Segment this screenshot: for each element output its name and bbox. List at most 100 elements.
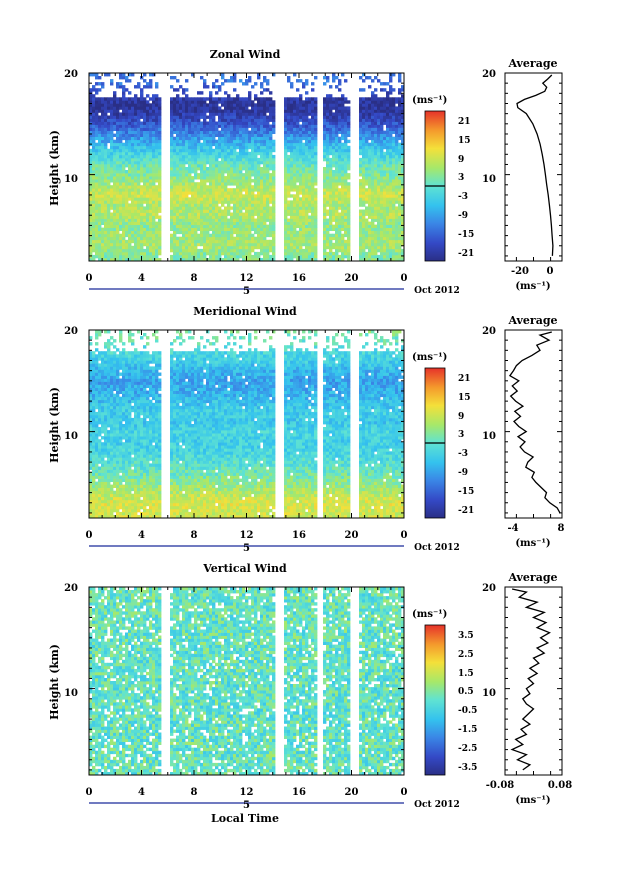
heatmap-cell — [368, 127, 372, 131]
heatmap-cell — [194, 115, 198, 119]
heatmap-cell — [362, 170, 366, 174]
heatmap-cell — [341, 164, 345, 168]
heatmap-cell — [104, 112, 108, 116]
heatmap-cell — [233, 148, 237, 153]
heatmap-cell — [386, 142, 390, 147]
heatmap-cell — [227, 94, 231, 98]
heatmap-cell — [215, 194, 219, 198]
heatmap-cell — [329, 145, 333, 150]
heatmap-cell — [383, 97, 387, 101]
heatmap-cell — [173, 239, 177, 244]
heatmap-cell — [296, 191, 300, 195]
heatmap-cell — [308, 124, 312, 128]
heatmap-cell — [122, 88, 126, 92]
heatmap-cell — [236, 176, 240, 180]
heatmap-cell — [302, 142, 306, 147]
heatmap-cell — [359, 160, 363, 165]
heatmap-cell — [293, 73, 297, 77]
heatmap-cell — [206, 206, 210, 210]
heatmap-cell — [269, 230, 273, 235]
heatmap-cell — [209, 179, 213, 183]
heatmap-cell — [119, 221, 123, 225]
heatmap-cell — [155, 248, 159, 253]
heatmap-cell — [173, 194, 177, 198]
heatmap-cell — [101, 103, 105, 107]
heatmap-cell — [368, 148, 372, 153]
heatmap-cell — [110, 173, 114, 177]
heatmap-cell — [374, 197, 378, 201]
heatmap-cell — [266, 218, 270, 222]
heatmap-cell — [383, 88, 387, 92]
heatmap-cell — [107, 245, 111, 250]
heatmap-cell — [344, 109, 348, 113]
heatmap-cell — [221, 242, 225, 247]
heatmap-cell — [347, 121, 351, 125]
heatmap-cell — [239, 160, 243, 165]
heatmap-cell — [335, 176, 339, 180]
heatmap-cell — [227, 206, 231, 210]
heatmap-cell — [311, 227, 315, 231]
heatmap-cell — [155, 176, 159, 180]
heatmap-cell — [302, 164, 306, 168]
heatmap-cell — [200, 151, 204, 156]
heatmap-cell — [173, 154, 177, 159]
heatmap-cell — [302, 224, 306, 228]
heatmap-cell — [377, 239, 381, 244]
heatmap-cell — [236, 221, 240, 225]
heatmap-cell — [374, 176, 378, 180]
heatmap-cell — [188, 118, 192, 122]
heatmap-cell — [380, 191, 384, 195]
heatmap-cell — [368, 170, 372, 174]
heatmap-cell — [140, 176, 144, 180]
heatmap-cell — [299, 227, 303, 231]
heatmap-cell — [296, 209, 300, 213]
heatmap-cell — [260, 215, 264, 219]
heatmap-cell — [263, 194, 267, 198]
heatmap-cell — [389, 145, 393, 150]
heatmap-cell — [101, 233, 105, 238]
heatmap-cell — [116, 151, 120, 156]
heatmap-cell — [227, 233, 231, 238]
heatmap-cell — [299, 164, 303, 168]
heatmap-cell — [359, 142, 363, 147]
heatmap-cell — [122, 124, 126, 128]
heatmap-cell — [260, 248, 264, 253]
heatmap-cell — [386, 127, 390, 131]
heatmap-cell — [209, 182, 213, 186]
heatmap-cell — [89, 230, 93, 235]
heatmap-cell — [251, 109, 255, 113]
heatmap-cell — [107, 139, 111, 144]
heatmap-cell — [146, 182, 150, 186]
heatmap-cell — [236, 209, 240, 213]
heatmap-cell — [386, 224, 390, 228]
heatmap-cell — [263, 191, 267, 195]
heatmap-cell — [284, 176, 288, 180]
heatmap-cell — [224, 142, 228, 147]
heatmap-cell — [137, 176, 141, 180]
heatmap-cell — [335, 115, 339, 119]
heatmap-cell — [113, 160, 117, 165]
heatmap-cell — [287, 251, 291, 256]
heatmap-cell — [245, 242, 249, 247]
heatmap-cell — [143, 221, 147, 225]
heatmap-cell — [119, 242, 123, 247]
heatmap-cell — [323, 194, 327, 198]
heatmap-cell — [344, 142, 348, 147]
heatmap-cell — [293, 100, 297, 104]
heatmap-cell — [155, 164, 159, 168]
heatmap-cell — [305, 179, 309, 183]
heatmap-cell — [296, 230, 300, 235]
heatmap-cell — [176, 206, 180, 210]
heatmap-cell — [284, 212, 288, 216]
heatmap-cell — [272, 73, 276, 77]
heatmap-cell — [137, 167, 141, 171]
heatmap-cell — [314, 106, 318, 110]
heatmap-cell — [188, 127, 192, 131]
heatmap-cell — [308, 188, 312, 192]
heatmap-cell — [173, 245, 177, 250]
heatmap-cell — [335, 130, 339, 134]
heatmap-cell — [191, 185, 195, 189]
heatmap-cell — [338, 254, 342, 259]
heatmap-cell — [122, 251, 126, 256]
heatmap-cell — [260, 191, 264, 195]
